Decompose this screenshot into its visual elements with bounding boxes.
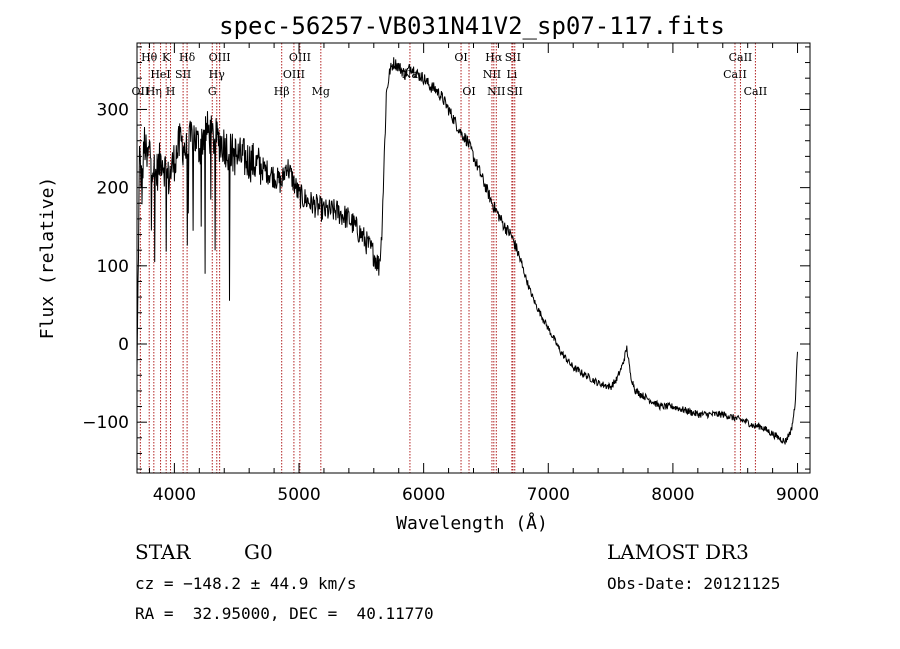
subclass: G0	[244, 540, 273, 564]
line-marker-label-24: CaII	[723, 68, 747, 81]
x-tick-label-7000: 7000	[527, 485, 570, 505]
coords-text: RA = 32.95000, DEC = 40.11770	[135, 604, 434, 623]
line-marker-label-9: Hγ	[209, 68, 226, 81]
x-tick-label-9000: 9000	[776, 485, 819, 505]
line-marker-label-12: OIII	[283, 68, 305, 81]
x-axis-label: Wavelength (Å)	[396, 512, 548, 534]
line-marker-label-6: SII	[175, 68, 191, 81]
y-tick-label-100: 100	[97, 257, 129, 277]
line-marker-label-21: Li	[506, 68, 517, 81]
line-markers: OIIHθHηHeIKHSIIHδGHγOIIIHβOIIIOIIIMgNaOI…	[132, 43, 768, 473]
line-marker-label-7: Hδ	[179, 51, 196, 64]
x-tick-label-6000: 6000	[402, 485, 445, 505]
y-tick-label-0: 0	[118, 335, 129, 355]
line-marker-label-8: G	[208, 85, 217, 98]
line-marker-label-18: NII	[483, 68, 501, 81]
object-class: STAR	[135, 540, 191, 564]
line-marker-label-10: OIII	[209, 51, 231, 64]
redshift-text: cz = −148.2 ± 44.9 km/s	[135, 574, 357, 593]
line-marker-label-14: Mg	[312, 85, 330, 98]
line-marker-label-0: OII	[132, 85, 150, 98]
x-axis: 4000 5000 6000 7000 8000 9000	[148, 43, 819, 505]
line-marker-label-13: OIII	[289, 51, 311, 64]
line-marker-label-11: Hβ	[274, 85, 290, 98]
line-marker-label-2: Hη	[146, 85, 162, 98]
y-tick-label--100: −100	[82, 413, 129, 433]
y-axis-label: Flux (relative)	[37, 177, 58, 340]
line-marker-label-20: NII	[487, 85, 505, 98]
chart-title: spec-56257-VB031N41V2_sp07-117.fits	[219, 12, 725, 40]
x-tick-label-4000: 4000	[153, 485, 196, 505]
line-marker-label-4: K	[162, 51, 171, 64]
y-tick-label-300: 300	[97, 100, 129, 120]
plot-frame	[136, 42, 811, 474]
line-marker-label-23: SII	[507, 85, 523, 98]
obs-date-text: Obs-Date: 20121125	[607, 574, 781, 593]
y-tick-label-200: 200	[97, 179, 129, 199]
line-marker-label-25: CaII	[729, 51, 753, 64]
line-marker-label-16: OI	[454, 51, 467, 64]
series-layer	[136, 57, 798, 445]
line-marker-label-5: H	[166, 85, 176, 98]
series-line-spectrum	[136, 57, 798, 445]
y-axis: −100 0 100 200 300	[82, 46, 810, 470]
line-marker-label-19: Hα	[485, 51, 503, 64]
x-tick-label-5000: 5000	[277, 485, 320, 505]
line-marker-label-17: OI	[462, 85, 475, 98]
line-marker-label-1: Hθ	[141, 51, 158, 64]
line-marker-label-26: CaII	[744, 85, 768, 98]
x-tick-label-8000: 8000	[651, 485, 694, 505]
survey-name: LAMOST DR3	[607, 540, 749, 564]
line-marker-label-22: SII	[505, 51, 521, 64]
line-marker-label-3: HeI	[150, 68, 170, 81]
